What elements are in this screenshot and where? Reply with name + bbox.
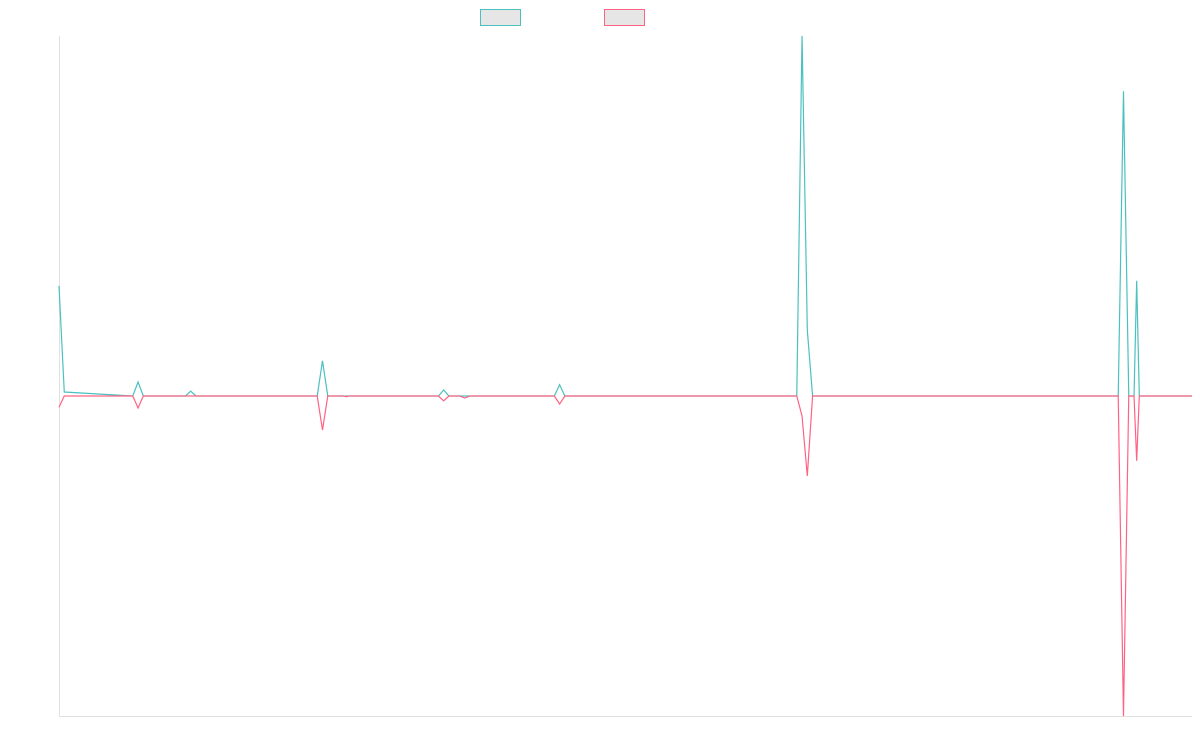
legend-swatch bbox=[480, 9, 521, 26]
series-line bbox=[58, 35, 1192, 397]
series-line bbox=[58, 395, 1192, 717]
legend-swatch bbox=[604, 9, 645, 26]
